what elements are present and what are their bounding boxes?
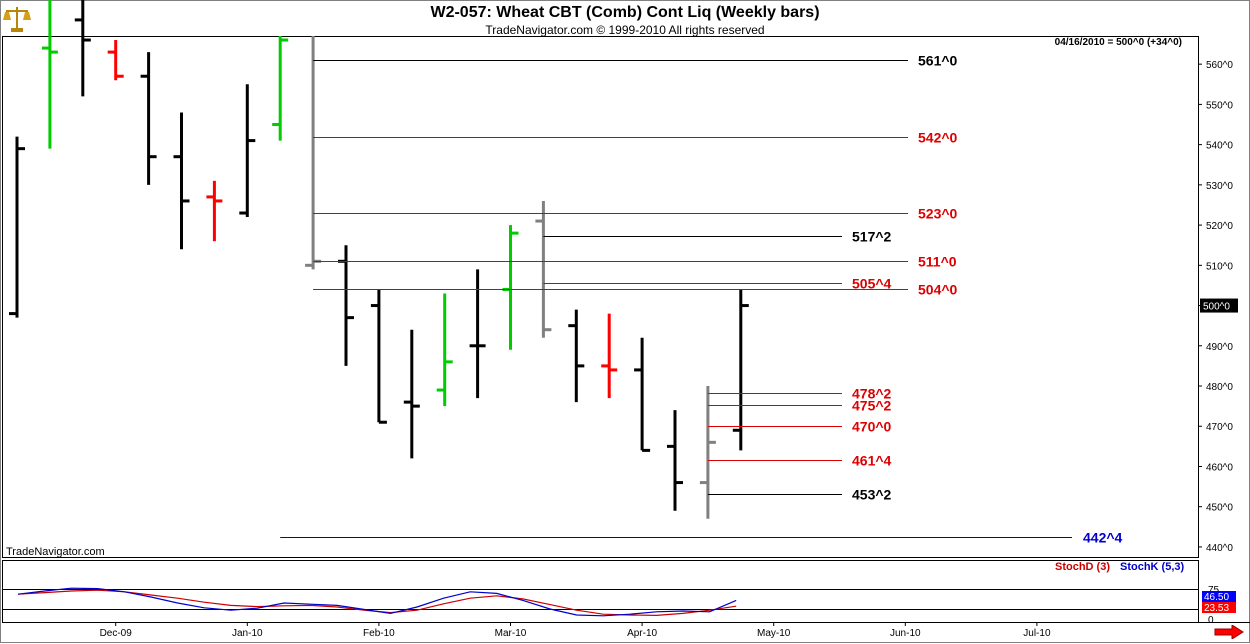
ohlc-bar	[503, 225, 519, 350]
right-arrow-icon[interactable]	[1214, 625, 1244, 639]
ohlc-bar	[239, 84, 255, 217]
price-tick-label: 450^0	[1206, 503, 1233, 514]
date-tick-label: Jun-10	[890, 628, 921, 639]
price-tick-label: 440^0	[1206, 543, 1233, 554]
price-tick-label: 530^0	[1206, 181, 1233, 192]
price-level: 523^0	[313, 206, 957, 222]
axes: 560^0 550^0 540^0 530^0 520^0 510^0 500^0 490^0…	[100, 60, 1238, 639]
price-tick-label: 490^0	[1206, 342, 1233, 353]
ohlc-bar	[305, 36, 321, 269]
price-level: 461^4	[708, 453, 892, 469]
date-tick-label: Apr-10	[627, 628, 657, 639]
price-tick-label: 540^0	[1206, 141, 1233, 152]
price-level: 511^0	[313, 254, 957, 270]
ohlc-bar	[404, 330, 420, 459]
date-tick-label: Mar-10	[495, 628, 527, 639]
date-tick-label: Dec-09	[100, 628, 133, 639]
copyright-notice: TradeNavigator.com © 1999-2010 All right…	[0, 23, 1250, 37]
ohlc-bar	[371, 289, 387, 422]
stochastic-panel	[2, 588, 1198, 616]
level-label: 475^2	[852, 398, 892, 414]
price-tick-label: 520^0	[1206, 221, 1233, 232]
price-level: 561^0	[313, 53, 957, 69]
last-price-status: 04/16/2010 = 500^0 (+34^0)	[1055, 37, 1182, 48]
date-tick-label: May-10	[757, 628, 791, 639]
price-level: 453^2	[708, 487, 892, 503]
chart-title: W2-057: Wheat CBT (Comb) Cont Liq (Weekl…	[0, 4, 1250, 22]
ohlc-bar	[601, 314, 617, 398]
ohlc-bar	[108, 40, 124, 80]
ohlc-bar	[272, 36, 288, 141]
level-label: 442^4	[1083, 530, 1123, 546]
price-level: 517^2	[543, 229, 891, 245]
ohlc-bar	[437, 293, 453, 406]
level-label: 561^0	[918, 53, 958, 69]
price-tick-label: 560^0	[1206, 60, 1233, 71]
price-level: 442^4	[280, 530, 1122, 546]
ohlc-bar	[206, 181, 222, 241]
ohlc-bar	[141, 52, 157, 185]
price-bars	[9, 0, 749, 519]
date-tick-label: Jul-10	[1023, 628, 1051, 639]
ohlc-bar	[568, 310, 584, 403]
ohlc-bar	[9, 137, 25, 318]
ohlc-bar	[535, 201, 551, 338]
ohlc-bar	[470, 269, 486, 398]
level-label: 461^4	[852, 453, 892, 469]
watermark: TradeNavigator.com	[6, 546, 105, 558]
stoch-d-value: 23.53	[1204, 603, 1229, 614]
level-label: 517^2	[852, 229, 892, 245]
level-label: 453^2	[852, 487, 892, 503]
ohlc-bar	[634, 338, 650, 451]
last-price-label: 500^0	[1203, 302, 1230, 313]
level-label: 470^0	[852, 419, 892, 435]
stoch-k-line	[18, 588, 736, 616]
price-tick-label: 510^0	[1206, 261, 1233, 272]
date-tick-label: Jan-10	[232, 628, 263, 639]
level-label: 542^0	[918, 130, 958, 146]
level-label: 511^0	[918, 254, 957, 270]
ohlc-bar	[667, 410, 683, 511]
price-level: 470^0	[708, 419, 892, 435]
date-tick-label: Feb-10	[363, 628, 395, 639]
ohlc-bar	[174, 112, 190, 249]
price-tick-label: 470^0	[1206, 422, 1233, 433]
level-label: 523^0	[918, 206, 958, 222]
level-label: 504^0	[918, 282, 958, 298]
price-tick-label: 480^0	[1206, 382, 1233, 393]
price-level: 542^0	[313, 130, 957, 146]
price-tick-label: 550^0	[1206, 100, 1233, 111]
price-level: 475^2	[708, 398, 892, 414]
price-tick-label: 460^0	[1206, 462, 1233, 473]
stoch-k-value: 46.50	[1204, 592, 1229, 603]
stoch-k-legend: StochK (5,3)	[1120, 561, 1184, 573]
ohlc-bar	[338, 245, 354, 366]
stoch-d-legend: StochD (3)	[1055, 561, 1110, 573]
